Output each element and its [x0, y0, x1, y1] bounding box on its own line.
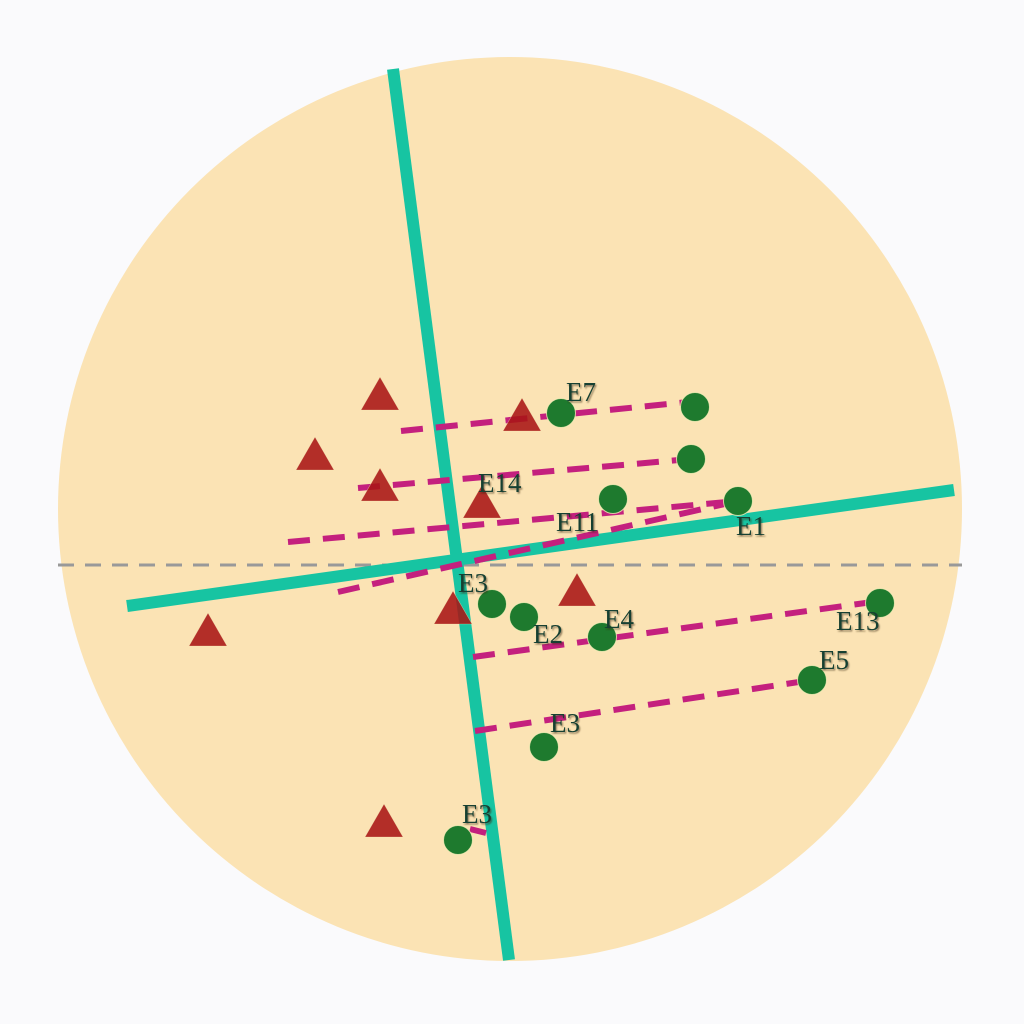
svg-text:E13: E13: [836, 606, 880, 636]
svg-text:E3: E3: [462, 799, 492, 829]
svg-text:E7: E7: [566, 377, 596, 407]
svg-text:E3: E3: [550, 708, 580, 738]
svg-text:E2: E2: [533, 619, 563, 649]
svg-text:E4: E4: [604, 604, 634, 634]
svg-text:E1: E1: [736, 511, 766, 541]
svg-text:E14: E14: [478, 468, 522, 498]
svg-text:E5: E5: [819, 645, 849, 675]
svg-text:E3: E3: [458, 568, 488, 598]
svg-text:E11: E11: [556, 507, 599, 537]
